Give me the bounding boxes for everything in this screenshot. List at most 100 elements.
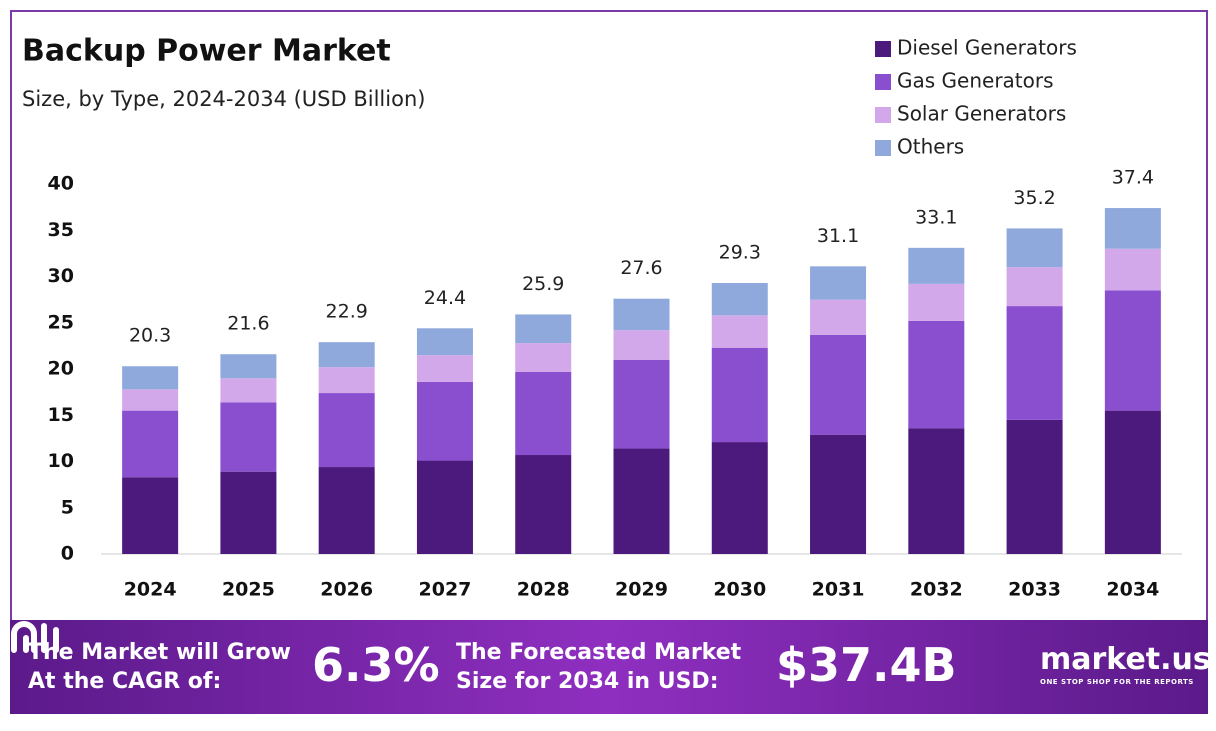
legend-swatch	[875, 107, 891, 123]
y-tick-label: 5	[61, 496, 74, 518]
bar-segment	[122, 366, 179, 390]
bar-segment	[220, 471, 277, 554]
legend-label: Solar Generators	[897, 102, 1066, 126]
x-tick-label: 2028	[517, 579, 570, 601]
text: At the CAGR of:	[28, 669, 222, 694]
chart-subtitle: Size, by Type, 2024-2034 (USD Billion)	[22, 87, 425, 111]
x-tick-label: 2030	[713, 579, 766, 601]
bar-segment	[318, 367, 375, 394]
y-tick-label: 25	[48, 311, 74, 333]
total-label: 20.3	[129, 325, 171, 347]
bar-segment	[1006, 306, 1063, 420]
bar-segment	[613, 330, 670, 360]
bar-segment	[220, 354, 277, 379]
x-tick-label: 2025	[222, 579, 275, 601]
total-label: 33.1	[915, 206, 957, 228]
bar-segment	[711, 315, 768, 348]
bar-segment	[1104, 208, 1161, 249]
chart: Backup Power Market Size, by Type, 2024-…	[22, 34, 1182, 601]
total-label: 27.6	[620, 257, 662, 279]
bar-segment	[122, 389, 179, 411]
x-tick-label: 2031	[812, 579, 865, 601]
total-label: 22.9	[326, 301, 368, 323]
bar-segment	[613, 448, 670, 554]
y-tick-label: 40	[48, 173, 74, 195]
bar-segment	[515, 455, 572, 554]
bar-segment	[1104, 290, 1161, 411]
legend-label: Gas Generators	[897, 69, 1054, 93]
bar-segment	[613, 298, 670, 331]
chart-title: Backup Power Market	[22, 34, 391, 69]
y-tick-label: 10	[48, 450, 74, 472]
y-tick-label: 30	[48, 265, 74, 287]
total-label: 35.2	[1013, 187, 1055, 209]
bar-segment	[220, 402, 277, 472]
cagr-value: 6.3%	[312, 638, 440, 692]
x-tick-label: 2033	[1008, 579, 1061, 601]
bar-segment	[613, 359, 670, 449]
bar-segment	[122, 410, 179, 478]
bar-segment	[1104, 248, 1161, 291]
forecast-value: $37.4B	[776, 638, 957, 692]
total-label: 24.4	[424, 287, 466, 309]
x-tick-label: 2024	[124, 579, 177, 601]
bar-segment	[416, 381, 473, 461]
bar-segment	[908, 283, 965, 321]
total-label: 37.4	[1112, 167, 1154, 189]
text: The Forecasted Market	[456, 640, 742, 665]
legend-swatch	[875, 74, 891, 90]
logo-icon	[11, 621, 59, 653]
total-label: 21.6	[227, 313, 269, 335]
bar-segment	[908, 320, 965, 429]
legend-swatch	[875, 140, 891, 156]
total-label: 31.1	[817, 225, 859, 247]
total-label: 25.9	[522, 273, 564, 295]
bar-segment	[122, 477, 179, 554]
y-tick-label: 0	[61, 543, 74, 565]
cagr-text: The Market will Grow At the CAGR of:	[28, 638, 291, 696]
bar-segment	[318, 393, 375, 468]
bar-segment	[908, 428, 965, 554]
bar-segment	[711, 442, 768, 554]
x-tick-label: 2027	[419, 579, 472, 601]
footer: The Market will Grow At the CAGR of: 6.3%…	[10, 620, 1211, 714]
bar-segment	[1104, 410, 1161, 554]
brand: market.us	[1040, 642, 1211, 677]
bar-segment	[416, 328, 473, 356]
bar-segment	[1006, 267, 1063, 307]
total-label: 29.3	[719, 241, 761, 263]
bar-segment	[810, 299, 867, 335]
bar-segment	[515, 371, 572, 456]
bar-segment	[416, 460, 473, 554]
forecast-text: The Forecasted Market Size for 2034 in US…	[456, 638, 741, 696]
x-tick-label: 2029	[615, 579, 668, 601]
tagline: ONE STOP SHOP FOR THE REPORTS	[1040, 678, 1194, 686]
bar-segment	[416, 355, 473, 382]
x-tick-label: 2026	[320, 579, 373, 601]
bar-segment	[810, 434, 867, 554]
legend-swatch	[875, 41, 891, 57]
bar-segment	[810, 334, 867, 435]
legend-label: Others	[897, 135, 964, 159]
bar-segment	[711, 282, 768, 316]
bar-segment	[810, 266, 867, 300]
bar-segment	[318, 342, 375, 368]
x-tick-label: 2034	[1106, 579, 1159, 601]
y-tick-label: 35	[48, 219, 74, 241]
bar-segment	[220, 378, 277, 403]
legend-label: Diesel Generators	[897, 36, 1077, 60]
bar-segment	[515, 343, 572, 372]
text: Size for 2034 in USD:	[456, 669, 719, 694]
bar-segment	[711, 347, 768, 443]
x-tick-label: 2032	[910, 579, 963, 601]
y-tick-label: 20	[48, 358, 74, 380]
bar-segment	[908, 247, 965, 284]
bar-segment	[1006, 228, 1063, 268]
y-tick-label: 15	[48, 404, 74, 426]
bar-segment	[318, 467, 375, 554]
bar-segment	[515, 314, 572, 344]
text: The Market will Grow	[28, 640, 291, 665]
bar-segment	[1006, 419, 1063, 554]
